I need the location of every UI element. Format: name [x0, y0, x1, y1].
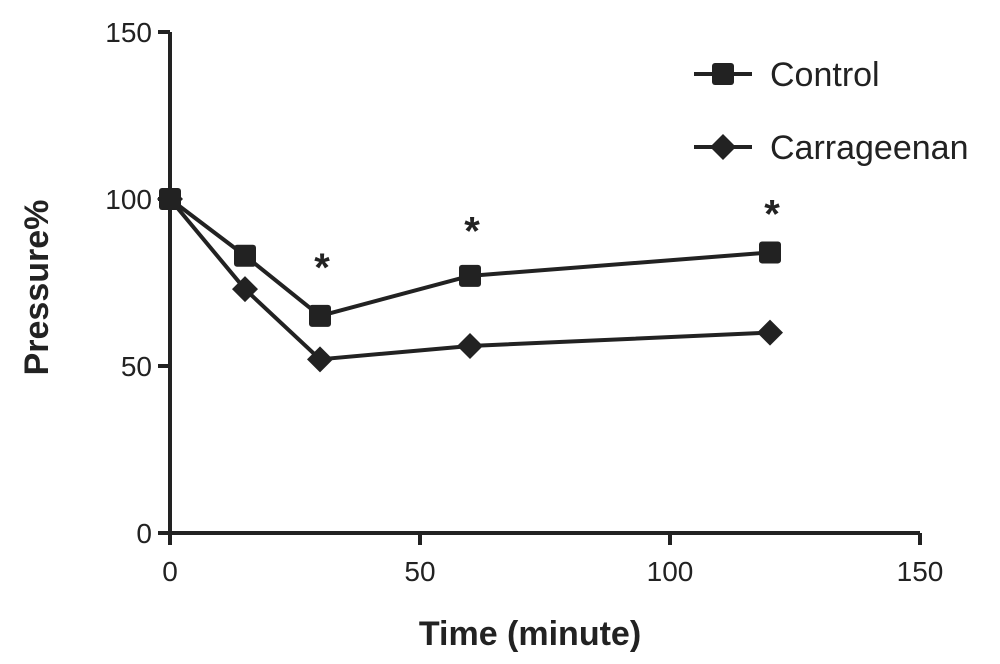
data-point-control [309, 304, 331, 327]
legend-marker [712, 63, 734, 85]
legend: Control Carrageenan [694, 56, 968, 167]
legend-item-carrageenan: Carrageenan [694, 129, 968, 167]
annotations: * * * [314, 193, 780, 290]
significance-marker: * [314, 246, 330, 290]
y-tick-label: 0 [136, 518, 152, 549]
data-point-control [459, 264, 481, 287]
legend-marker [710, 134, 736, 160]
legend-item-control: Control [694, 56, 880, 94]
y-tick-label: 150 [105, 17, 152, 48]
significance-marker: * [464, 209, 480, 253]
x-tick-label: 50 [404, 556, 435, 587]
x-tick-label: 150 [897, 556, 944, 587]
ticks: 0 50 100 150 0 50 100 150 [105, 17, 943, 587]
data-point-carrageenan [307, 346, 333, 373]
y-tick-label: 100 [105, 184, 152, 215]
x-tick-label: 100 [647, 556, 694, 587]
series-control [159, 188, 781, 327]
data-point-control [234, 244, 256, 267]
data-point-carrageenan [457, 332, 483, 359]
x-tick-label: 0 [162, 556, 178, 587]
x-axis-title: Time (minute) [419, 615, 641, 653]
data-point-carrageenan [757, 319, 783, 346]
y-tick-label: 50 [121, 351, 152, 382]
significance-marker: * [764, 193, 780, 237]
series-layer [157, 186, 783, 373]
legend-label: Control [770, 56, 880, 94]
data-point-control [759, 241, 781, 264]
data-point-control [159, 188, 181, 210]
y-axis-title: Pressure% [18, 200, 56, 376]
axes [168, 32, 920, 535]
legend-label: Carrageenan [770, 129, 968, 167]
data-point-carrageenan [232, 276, 258, 303]
